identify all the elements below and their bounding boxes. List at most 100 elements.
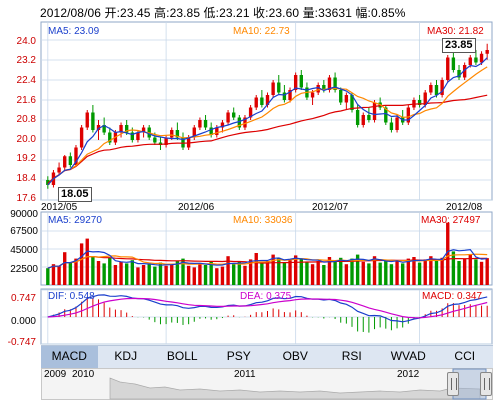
price-y-tick: 23.2 (16, 55, 36, 66)
price-y-tick: 19.2 (16, 153, 36, 164)
volume-value: 33631 (318, 6, 352, 20)
dea-line (47, 297, 488, 319)
volume-bar (79, 243, 84, 285)
high-label: 高: (154, 6, 170, 20)
candle-body (395, 117, 399, 130)
ma10-line (47, 66, 488, 186)
navigator-year-label: 2011 (234, 369, 256, 380)
volume-bar (395, 260, 399, 285)
navigator-right-handle[interactable] (480, 372, 492, 396)
candle-body (68, 156, 73, 165)
open-label: 开: (104, 6, 121, 20)
candle-body (429, 85, 433, 93)
volume-bar (57, 265, 61, 285)
change-label: 幅: (355, 6, 371, 20)
tab-rsi[interactable]: RSI (341, 349, 362, 363)
volume-bar (74, 258, 78, 285)
candle-body (63, 156, 67, 168)
tab-obv[interactable]: OBV (282, 349, 308, 363)
tab-macd[interactable]: MACD (41, 346, 98, 368)
volume-bar (181, 258, 185, 285)
change-value: 0.85% (370, 6, 406, 20)
candle-body (85, 112, 89, 128)
candle-body (124, 125, 129, 133)
volume-bar (350, 258, 354, 285)
volume-bar (209, 261, 213, 285)
volume-ma30-label: MA30: 27497 (421, 215, 481, 226)
tab-cci[interactable]: CCI (454, 349, 476, 363)
price-y-tick: 20.8 (16, 114, 36, 125)
ma5-line (47, 57, 488, 186)
high-value: 23.85 (169, 6, 201, 20)
tab-wvad[interactable]: WVAD (390, 349, 426, 363)
candle-body (209, 127, 213, 135)
chart-svg[interactable] (0, 0, 494, 345)
volume-bar (130, 260, 134, 285)
candle-body (355, 110, 360, 125)
volume-bar (220, 266, 225, 285)
candle-body (141, 127, 146, 133)
volume-ma5-line (47, 248, 488, 269)
candle-body (361, 115, 365, 125)
candle-body (243, 117, 247, 128)
navigator-year-label: 2010 (72, 369, 95, 380)
candle-body (46, 180, 50, 185)
volume-y-tick: 90000 (10, 209, 38, 220)
volume-bar (119, 261, 123, 285)
candle-body (232, 112, 236, 118)
price-y-tick: 24.0 (16, 36, 36, 47)
volume-bar (406, 258, 411, 285)
candle-body (372, 102, 377, 120)
candle-body (389, 122, 394, 130)
volume-bar (288, 260, 292, 285)
candle-body (339, 90, 343, 103)
volume-bar (113, 265, 118, 285)
volume-bar (102, 263, 106, 285)
volume-bar (316, 261, 320, 285)
volume-bar (384, 261, 388, 285)
candle-body (265, 95, 270, 105)
candle-body (153, 137, 157, 143)
candle-body (468, 57, 472, 65)
x-tick-label: 2012/06 (178, 202, 215, 213)
low-label: 低: (203, 6, 220, 20)
volume-y-tick: 45000 (10, 245, 38, 256)
candle-body (192, 127, 196, 138)
time-navigator[interactable] (41, 368, 493, 400)
tab-psy[interactable]: PSY (226, 349, 251, 363)
volume-bar (355, 254, 360, 285)
candle-body (479, 53, 484, 63)
volume-bar (136, 267, 140, 285)
volume-bar (361, 261, 365, 285)
volume-bar (277, 257, 281, 285)
candle-body (350, 95, 354, 110)
volume-label: 量: (302, 6, 319, 20)
tab-boll[interactable]: BOLL (166, 349, 198, 363)
volume-bar (226, 256, 230, 285)
candle-body (215, 127, 219, 135)
volume-bar (232, 264, 236, 285)
volume-bar (108, 257, 112, 285)
volume-bar (51, 264, 56, 285)
volume-bar (339, 257, 343, 285)
navigator-left-handle[interactable] (447, 372, 459, 396)
volume-bar (203, 265, 208, 285)
candle-body (203, 120, 208, 128)
candle-body (417, 100, 422, 105)
x-tick-label: 2012/08 (446, 202, 483, 213)
candle-body (333, 77, 337, 90)
x-tick-label: 2012/05 (41, 202, 78, 213)
candle-body (446, 57, 450, 80)
volume-bar (265, 261, 270, 285)
price-ma10-label: MA10: 22.73 (233, 26, 290, 37)
volume-bar (457, 261, 461, 285)
volume-ma5-label: MA5: 29270 (48, 215, 102, 226)
volume-bar (451, 251, 456, 285)
volume-bar (68, 262, 73, 285)
volume-bar (417, 262, 422, 285)
tab-kdj[interactable]: KDJ (114, 349, 138, 363)
volume-bar (192, 267, 196, 285)
price-y-tick: 17.6 (16, 193, 36, 204)
candle-body (79, 127, 84, 148)
volume-bar (333, 260, 337, 285)
